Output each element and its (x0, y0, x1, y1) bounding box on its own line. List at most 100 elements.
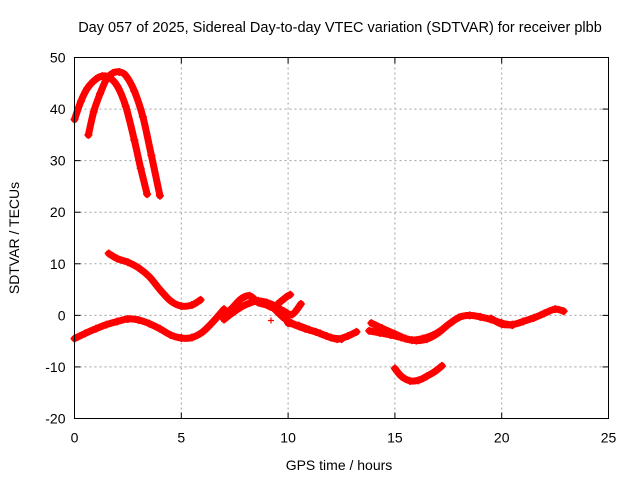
data-point (155, 285, 164, 294)
data-point (519, 317, 528, 326)
series-band (84, 68, 164, 200)
data-point (113, 81, 122, 90)
data-point (497, 320, 506, 329)
data-point (96, 89, 105, 98)
data-point (294, 321, 303, 330)
data-point (102, 75, 111, 84)
data-point (487, 314, 496, 323)
data-point (444, 320, 453, 329)
x-tick-label: 0 (71, 430, 79, 446)
data-point (268, 317, 275, 324)
data-point (431, 367, 440, 376)
data-point (177, 302, 186, 311)
data-point (454, 313, 463, 322)
data-point (187, 301, 196, 310)
y-tick-label: 30 (50, 153, 66, 169)
data-point (412, 336, 421, 345)
data-point (245, 291, 254, 300)
data-point (102, 320, 111, 329)
data-point (130, 136, 139, 145)
data-point (123, 258, 132, 267)
data-point (91, 324, 100, 333)
data-point (365, 326, 374, 335)
y-tick-labels: -20 -10 0 10 20 30 40 50 (45, 50, 65, 427)
data-point (121, 71, 130, 80)
data-point (145, 319, 154, 328)
data-point (284, 319, 293, 328)
data-point (228, 308, 237, 317)
series-arc-12 (390, 361, 446, 385)
x-tick-label: 15 (387, 430, 403, 446)
data-point (166, 330, 175, 339)
x-tick-label: 5 (177, 430, 185, 446)
data-point (367, 319, 376, 328)
data-point (123, 314, 132, 323)
data-point (145, 272, 154, 281)
y-tick-label: 10 (50, 256, 66, 272)
data-point (559, 307, 568, 316)
data-point (414, 376, 423, 385)
data-point (166, 296, 175, 305)
data-point (437, 361, 446, 370)
x-tick-labels: 0 5 10 15 20 25 (71, 430, 617, 446)
data-point (147, 151, 156, 160)
data-point (254, 296, 263, 305)
data-point (196, 295, 205, 304)
data-point (390, 364, 399, 373)
data-point (83, 84, 92, 93)
y-axis-label: SDTVAR / TECUs (6, 182, 22, 294)
y-tick-label: 0 (58, 307, 66, 323)
data-point (245, 298, 254, 307)
series-band (105, 250, 204, 310)
data-point (316, 329, 325, 338)
data-point (76, 97, 85, 106)
data-point (177, 334, 186, 343)
data-point (305, 325, 314, 334)
data-series (70, 67, 568, 385)
data-point (326, 333, 335, 342)
data-point (281, 293, 290, 302)
axis-ticks (74, 57, 609, 419)
x-tick-label: 10 (280, 430, 296, 446)
data-point (279, 313, 288, 322)
x-tick-label: 20 (494, 430, 510, 446)
data-point (540, 309, 549, 318)
y-tick-label: 20 (50, 204, 66, 220)
data-point (136, 164, 145, 173)
data-point (84, 130, 93, 139)
series-arc-11 (487, 305, 568, 329)
series-outlier (268, 317, 275, 324)
data-point (476, 312, 485, 321)
y-tick-label: -10 (45, 359, 65, 375)
data-point (262, 298, 271, 307)
data-point (198, 327, 207, 336)
data-point (115, 67, 124, 76)
data-point (337, 335, 346, 344)
series-arc-6 (220, 296, 305, 324)
x-axis-label: GPS time / hours (286, 457, 393, 473)
data-point (155, 191, 164, 200)
y-tick-label: -20 (45, 411, 65, 427)
data-point (187, 333, 196, 342)
grid (74, 57, 609, 419)
data-point (220, 315, 229, 324)
chart-title: Day 057 of 2025, Sidereal Day-to-day VTE… (78, 20, 602, 36)
data-point (405, 376, 414, 385)
data-point (155, 324, 164, 333)
data-point (209, 317, 218, 326)
series-band (220, 297, 305, 323)
series-arc-8 (284, 319, 346, 344)
data-point (296, 300, 305, 309)
data-point (390, 329, 399, 338)
data-point (134, 263, 143, 272)
data-point (508, 320, 517, 329)
plot-frame (74, 57, 609, 419)
series-arc-4 (70, 305, 229, 343)
data-point (433, 329, 442, 338)
data-point (237, 303, 246, 312)
data-point (551, 305, 560, 314)
data-point (465, 311, 474, 320)
data-point (81, 329, 90, 338)
data-point (269, 303, 278, 312)
